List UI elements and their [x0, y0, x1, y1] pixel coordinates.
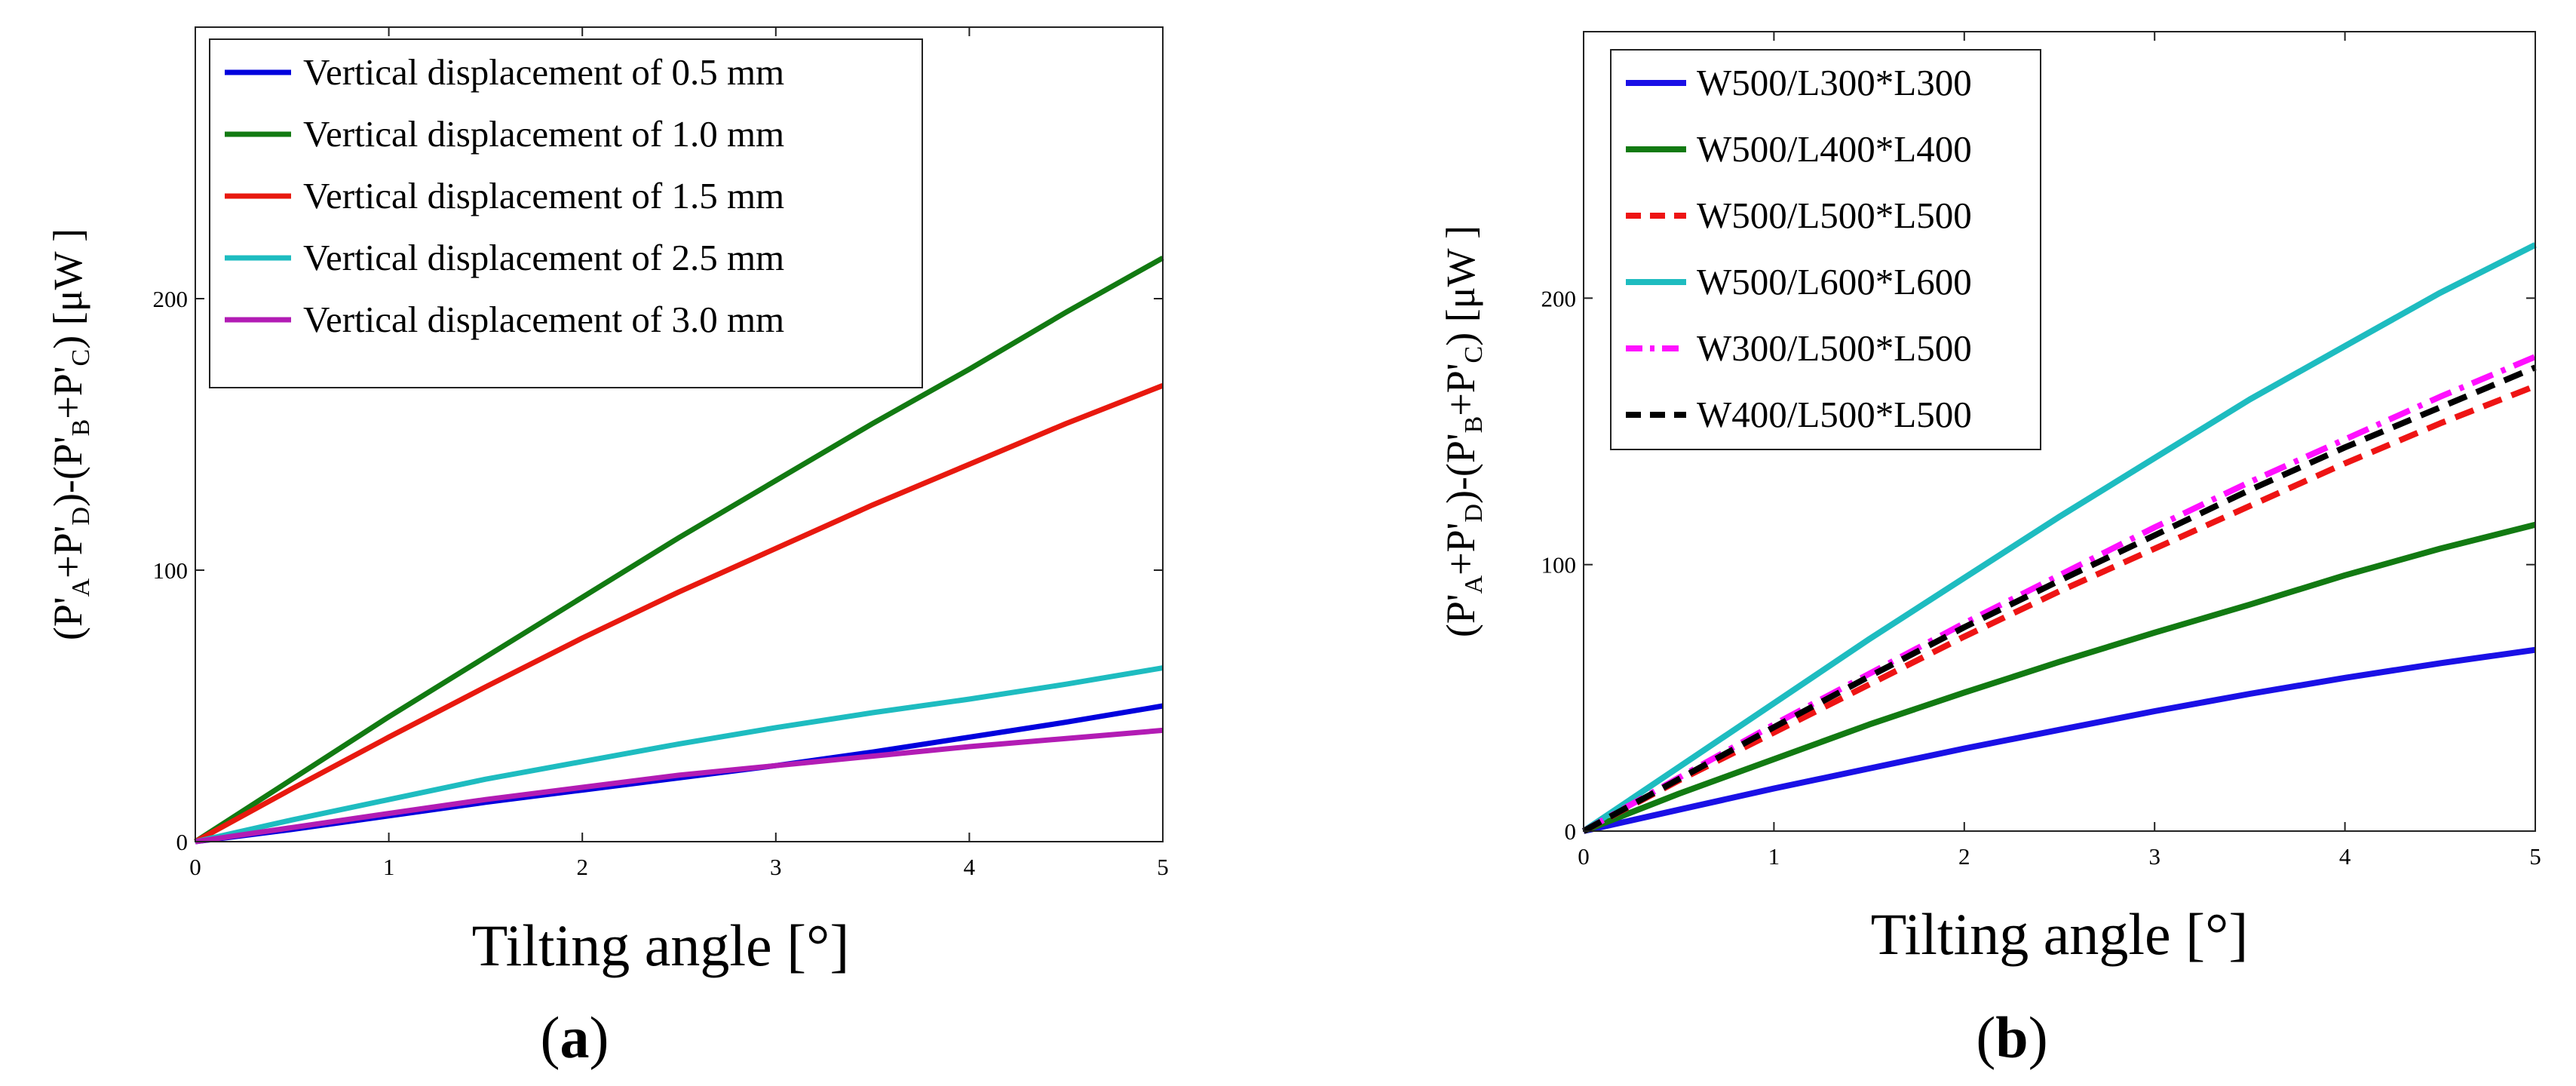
legend-a: Vertical displacement of 0.5 mm Vertical …: [209, 38, 923, 388]
plot-area-b: [1581, 242, 2537, 834]
y-tick-label: 200: [153, 286, 189, 312]
series-line-b-3: [1582, 383, 2537, 834]
y-tick-label: 200: [1541, 285, 1577, 311]
x-tick-label: 1: [383, 854, 395, 880]
series-line-b-1: [1583, 646, 2536, 834]
x-axis-label-b: Tilting angle [°]: [1871, 901, 2249, 967]
x-tick-label: 3: [770, 854, 782, 880]
series-line-a-2: [194, 255, 1164, 844]
y-tick-label: 0: [1565, 818, 1577, 845]
legend-box-b: [1610, 49, 2041, 450]
y-tick-label: 100: [153, 557, 189, 584]
legend-label: W500/L600*L600: [1697, 261, 1972, 302]
series-line-a-4: [195, 665, 1164, 845]
x-tick-label: 3: [2148, 843, 2160, 870]
x-tick-label: 0: [1578, 843, 1590, 870]
series-line-b-2: [1582, 521, 2536, 834]
legend-label: W400/L500*L500: [1697, 394, 1972, 435]
plot-frame-b: [1583, 31, 2536, 832]
legend-label: Vertical displacement of 1.5 mm: [303, 175, 784, 216]
legend-label: W500/L300*L300: [1697, 62, 1972, 103]
legend-label: W500/L500*L500: [1697, 195, 1972, 236]
series-line-b-6: [1582, 364, 2537, 834]
series-line-a-5: [195, 727, 1164, 845]
axis-ticks-b: 0 1 2 3 4 5 0 100 200: [1541, 32, 2541, 870]
x-tick-label: 5: [2529, 843, 2541, 870]
legend-label: Vertical displacement of 3.0 mm: [303, 299, 784, 340]
legend-label: Vertical displacement of 0.5 mm: [303, 51, 784, 93]
y-tick-label: 0: [176, 829, 189, 855]
x-tick-label: 2: [1958, 843, 1970, 870]
legend-label: W500/L400*L400: [1697, 128, 1972, 170]
y-axis-label-b: (P'A+P'D)-(P'B+P'C) [μW ]: [1438, 225, 1488, 637]
legend-label: W300/L500*L500: [1697, 327, 1972, 369]
x-tick-label: 0: [189, 854, 201, 880]
legend-label: Vertical displacement of 2.5 mm: [303, 237, 784, 278]
panel-caption-b: (b): [1976, 1005, 2047, 1070]
series-line-b-4: [1581, 242, 2537, 834]
x-tick-label: 4: [2339, 843, 2351, 870]
x-tick-label: 2: [576, 854, 588, 880]
legend-b: W500/L300*L300 W500/L400*L400 W500/L500*L5…: [1610, 49, 2041, 450]
panel-caption-a: (a): [541, 1005, 609, 1070]
plot-frame-a: [195, 26, 1164, 842]
x-tick-label: 4: [964, 854, 976, 880]
plot-area-a: [194, 255, 1164, 845]
legend-label: Vertical displacement of 1.0 mm: [303, 113, 784, 155]
x-tick-label: 5: [1157, 854, 1169, 880]
series-line-a-3: [194, 382, 1164, 845]
x-axis-label-a: Tilting angle [°]: [472, 913, 850, 978]
legend-box-a: [209, 38, 923, 388]
axis-ticks-a: 0 1 2 3 4 5 0 100 200: [153, 27, 1169, 880]
y-axis-label-a: (P'A+P'D)-(P'B+P'C) [μW ]: [45, 229, 95, 640]
x-tick-label: 1: [1768, 843, 1780, 870]
y-tick-label: 100: [1541, 552, 1577, 578]
